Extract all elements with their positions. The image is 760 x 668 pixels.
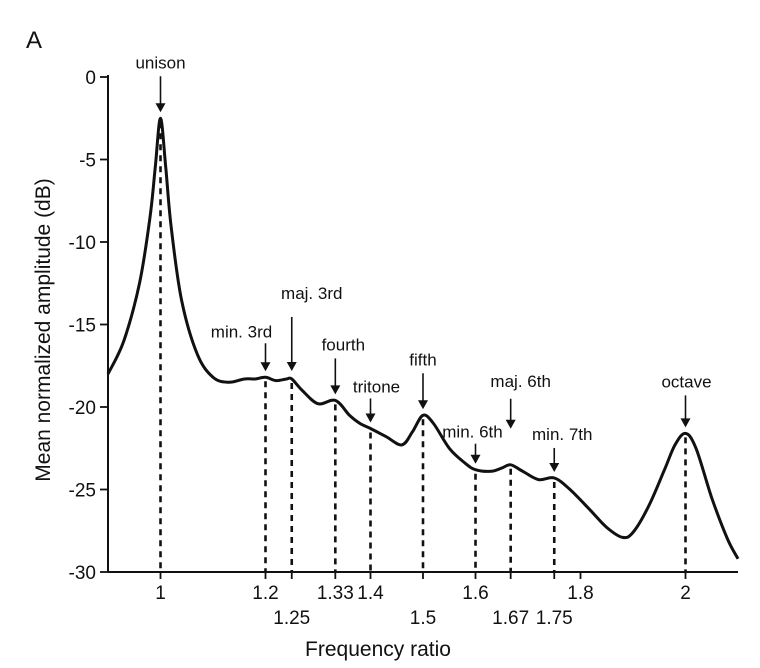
x-axis-title: Frequency ratio [305,638,451,661]
annotation-label: tritone [353,377,400,396]
x-tick-label: 1.33 [317,583,354,604]
annotation-arrow-head [365,413,376,423]
annotation-label: fourth [322,335,365,354]
y-tick-label: -25 [69,481,96,502]
annotation-label: maj. 3rd [281,284,342,303]
x-tick-label: 1.2 [252,583,278,604]
y-tick-label: -15 [69,316,96,337]
x-tick-label: 1.4 [357,583,384,604]
interval-annotations: unison min. 3rd maj. 3rd fourth tritone fifth… [135,53,712,472]
annotation-label: min. 7th [532,425,592,444]
y-tick-label: -20 [69,398,96,419]
panel-label: A [26,27,42,54]
annotation-arrow-head [505,419,516,429]
annotation-arrow-head [286,361,297,371]
curve-layer [106,116,740,560]
y-tick-label: -10 [69,233,96,254]
annotation-label: fifth [409,350,436,369]
annotation-arrow-head [260,362,271,372]
annotation-label: unison [135,53,185,72]
amplitude-curve [106,116,740,560]
annotation-arrow-head [549,462,560,472]
y-tick-label: -30 [69,563,96,584]
x-tick-label: 2 [680,583,691,604]
x-tick-label: 1 [155,583,166,604]
y-axis-title: Mean normalized amplitude (dB) [32,178,55,481]
annotation-label: min. 3rd [211,322,272,341]
y-tick-label: 0 [85,68,96,89]
x-tick-label: 1.5 [410,608,436,629]
annotation-arrow-head [330,385,341,395]
x-tick-label: 1.25 [273,608,310,629]
interval-guide-lines [159,122,687,572]
x-tick-label: 1.8 [567,583,593,604]
y-tick-label: -5 [79,151,96,172]
annotation-label: octave [661,372,711,391]
x-tick-label: 1.67 [492,608,529,629]
annotation-label: maj. 6th [490,372,550,391]
annotation-label: min. 6th [442,423,502,442]
annotation-arrow-head [470,454,481,464]
axes: 0 -5 -10 -15 -20 -25 -30 1 1.2 1.33 1.4 1.6 1.8 2 1.25… [69,68,738,629]
annotation-arrow-head [680,418,691,428]
x-tick-label: 1.6 [462,583,488,604]
annotation-arrow-head [155,103,166,113]
x-tick-label: 1.75 [536,608,573,629]
annotation-arrow-head [418,400,428,410]
